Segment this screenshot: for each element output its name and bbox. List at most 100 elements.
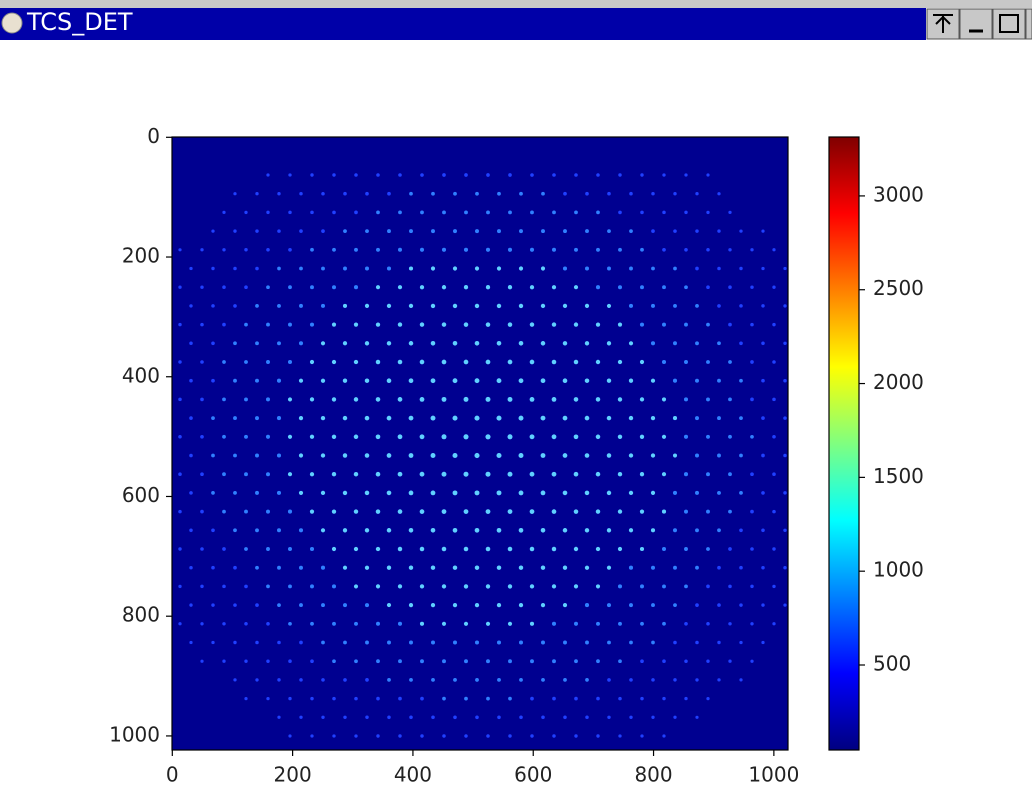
spot <box>794 435 797 438</box>
spot <box>255 378 259 383</box>
minimize-button[interactable] <box>959 8 993 40</box>
spot <box>805 342 808 345</box>
spot <box>244 285 248 290</box>
spot <box>463 247 469 252</box>
spot <box>452 452 458 459</box>
spot <box>717 266 721 271</box>
spot <box>618 734 622 738</box>
spot <box>683 397 689 402</box>
spot <box>463 584 469 589</box>
spot <box>452 565 458 570</box>
spot <box>309 472 315 477</box>
spot <box>607 640 611 645</box>
maximize-button[interactable] <box>992 8 1026 40</box>
spot <box>783 453 787 458</box>
spot <box>794 510 797 513</box>
spot <box>222 509 226 514</box>
spot <box>551 247 557 252</box>
spot <box>541 678 545 682</box>
spot <box>211 378 215 383</box>
spot <box>530 659 534 664</box>
spot <box>662 247 666 252</box>
spot <box>189 491 193 495</box>
spot <box>442 734 446 738</box>
spot <box>397 434 403 440</box>
spot <box>310 584 314 589</box>
spot <box>573 322 579 327</box>
spot <box>475 191 479 196</box>
spot <box>551 584 557 589</box>
title-bar <box>0 8 926 40</box>
spot <box>266 696 270 701</box>
spot <box>485 396 491 402</box>
spot <box>507 247 513 252</box>
spot <box>255 304 259 308</box>
spot <box>628 490 634 496</box>
spot <box>409 229 413 234</box>
spot <box>375 359 381 365</box>
colorbar-tick-label: 2500 <box>873 276 924 300</box>
spot <box>628 528 634 533</box>
spot <box>320 378 326 383</box>
spot <box>717 565 721 570</box>
spot <box>386 453 392 458</box>
spot <box>364 603 370 608</box>
spot <box>650 528 656 533</box>
spot <box>178 435 182 439</box>
spot <box>353 359 359 365</box>
spot <box>739 416 743 420</box>
spot <box>783 416 787 420</box>
spot <box>584 490 590 496</box>
spot <box>310 696 314 701</box>
spot <box>529 285 535 290</box>
spot <box>178 472 182 476</box>
spot <box>288 247 292 252</box>
spot <box>474 340 480 346</box>
x-tick-label: 600 <box>514 763 552 787</box>
spot <box>816 473 819 476</box>
spot <box>441 322 447 327</box>
spot <box>618 247 622 252</box>
spot <box>441 509 447 514</box>
spot <box>376 173 380 177</box>
spot <box>486 734 490 738</box>
spot <box>540 415 546 421</box>
spot <box>200 547 204 551</box>
spot <box>507 434 513 440</box>
spot <box>299 191 303 196</box>
spot <box>761 378 765 383</box>
spot <box>761 491 765 495</box>
spot <box>596 247 600 252</box>
spot <box>650 453 656 458</box>
spot <box>354 734 358 738</box>
spot <box>585 191 589 196</box>
spot <box>266 584 270 589</box>
spot <box>342 490 348 496</box>
spot <box>684 322 688 327</box>
spot <box>452 640 458 645</box>
spot <box>475 677 479 682</box>
spot <box>364 490 370 496</box>
spot <box>178 285 182 289</box>
spot <box>717 453 721 458</box>
spot <box>331 322 337 327</box>
spot <box>299 715 303 719</box>
spot <box>233 678 237 682</box>
spot <box>783 603 787 607</box>
app-icon[interactable] <box>1 12 23 34</box>
spot <box>563 640 567 645</box>
spot <box>672 453 678 458</box>
spot <box>343 266 347 271</box>
spot <box>772 547 776 551</box>
spot <box>805 529 808 532</box>
spot <box>331 509 337 514</box>
spot <box>761 304 765 308</box>
spot <box>244 547 248 551</box>
spot <box>628 565 634 570</box>
spot <box>507 584 513 589</box>
spot <box>574 696 578 701</box>
spot <box>695 603 699 607</box>
spot <box>507 285 513 290</box>
spot <box>651 266 655 271</box>
spot <box>750 248 754 252</box>
